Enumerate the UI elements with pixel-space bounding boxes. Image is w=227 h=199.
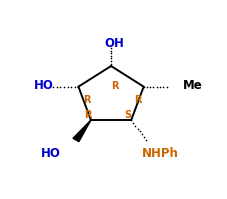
- Text: R: R: [83, 96, 90, 105]
- Text: HO: HO: [33, 79, 53, 93]
- Polygon shape: [73, 120, 91, 142]
- Text: S: S: [124, 110, 131, 120]
- Text: Me: Me: [183, 79, 203, 93]
- Text: HO: HO: [41, 147, 61, 160]
- Text: OH: OH: [105, 37, 125, 50]
- Text: R: R: [134, 96, 141, 105]
- Text: NHPh: NHPh: [142, 147, 179, 160]
- Text: R: R: [111, 81, 118, 91]
- Text: R: R: [84, 110, 92, 120]
